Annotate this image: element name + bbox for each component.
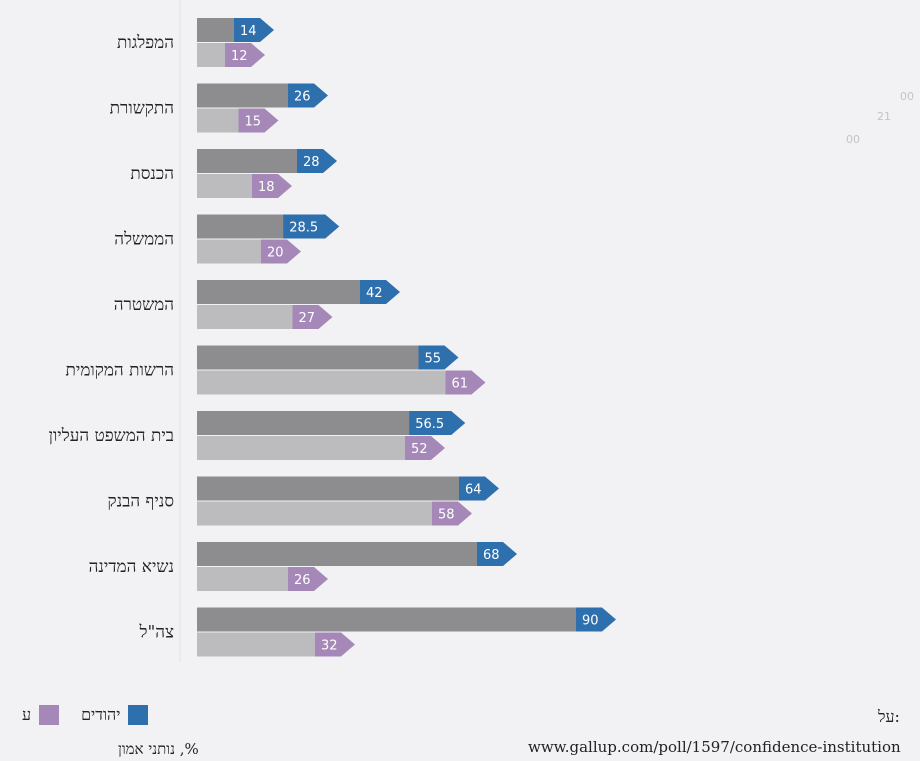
value-label: 90 xyxy=(582,614,599,629)
value-label: 26 xyxy=(294,90,311,105)
legend: יהודים ע xyxy=(0,704,149,726)
bar-jews xyxy=(197,280,386,304)
category-label: סניף הבנק xyxy=(108,492,174,512)
bar-jews xyxy=(197,476,485,501)
bar-jews xyxy=(197,542,503,566)
bar-arabs xyxy=(197,501,458,526)
value-flag-arabs xyxy=(315,632,355,657)
value-flag-arabs xyxy=(432,501,472,526)
value-label: 12 xyxy=(231,49,248,64)
bar-arabs xyxy=(197,436,431,460)
value-flag-arabs xyxy=(238,108,279,133)
value-label: 27 xyxy=(299,311,316,326)
bar-arabs xyxy=(197,370,472,395)
category-label: הרשות המקומית xyxy=(66,361,175,381)
value-label: 20 xyxy=(267,246,284,261)
category-label: הכנסת xyxy=(130,164,174,184)
faint-numeral: 21 xyxy=(877,110,891,123)
value-label: 18 xyxy=(258,180,275,195)
source-label: על: xyxy=(878,707,900,726)
value-flag-jews xyxy=(283,214,340,239)
value-flag-arabs xyxy=(261,239,301,264)
value-flag-arabs xyxy=(288,567,328,591)
value-flag-arabs xyxy=(405,436,445,460)
value-label: 28 xyxy=(303,155,320,170)
category-label: הממשלה xyxy=(114,230,174,250)
value-label: 68 xyxy=(483,548,500,563)
value-label: 32 xyxy=(321,639,338,654)
category-label: המפלגות xyxy=(117,33,174,53)
confidence-bar-chart: המפלגות 14 12 התקשורת 26 15 הכנסת 28 18 הממשלה 28.… xyxy=(49,0,914,662)
faint-numeral: 00 xyxy=(846,133,860,146)
value-flag-jews xyxy=(288,83,328,108)
value-flag-jews xyxy=(418,345,459,370)
value-flag-jews xyxy=(360,280,400,304)
legend-swatch-arabs xyxy=(39,705,60,725)
legend-item-arabs: ע xyxy=(22,705,60,725)
value-label: 58 xyxy=(438,508,455,523)
value-flag-jews xyxy=(297,149,337,173)
value-flag-arabs xyxy=(225,43,265,67)
faint-numeral: 00 xyxy=(900,90,914,103)
value-flag-arabs xyxy=(445,370,486,395)
category-label: נשיא המדינה xyxy=(89,557,174,577)
legend-item-jews: יהודים xyxy=(81,705,149,725)
value-label: 56.5 xyxy=(415,417,444,432)
category-label: התקשורת xyxy=(110,99,174,119)
value-label: 14 xyxy=(240,24,257,39)
value-label: 26 xyxy=(294,573,311,588)
value-label: 64 xyxy=(465,483,482,498)
value-label: 61 xyxy=(452,377,469,392)
value-flag-arabs xyxy=(292,305,333,329)
category-label: צה"ל xyxy=(139,623,175,643)
bar-jews xyxy=(197,345,445,370)
category-label: בית המשפט העליון xyxy=(49,426,174,446)
value-flag-jews xyxy=(576,607,616,632)
x-axis-label: %, נותני אמון xyxy=(118,740,199,758)
value-flag-jews xyxy=(459,476,499,501)
legend-label-jews: יהודים xyxy=(81,705,121,724)
category-label: המשטרה xyxy=(114,295,174,315)
bar-jews xyxy=(197,607,602,632)
source-url: www.gallup.com/poll/1597/confidence-inst… xyxy=(528,738,901,756)
value-label: 52 xyxy=(411,442,428,457)
bar-jews xyxy=(197,411,452,435)
value-flag-jews xyxy=(234,18,274,42)
value-label: 15 xyxy=(245,115,262,130)
value-flag-jews xyxy=(409,411,466,435)
value-label: 55 xyxy=(425,352,442,367)
value-label: 42 xyxy=(366,286,383,301)
legend-label-arabs: ע xyxy=(22,705,32,724)
legend-swatch-jews xyxy=(128,705,149,725)
value-label: 28.5 xyxy=(289,221,318,236)
value-flag-jews xyxy=(477,542,517,566)
value-flag-arabs xyxy=(252,174,292,198)
